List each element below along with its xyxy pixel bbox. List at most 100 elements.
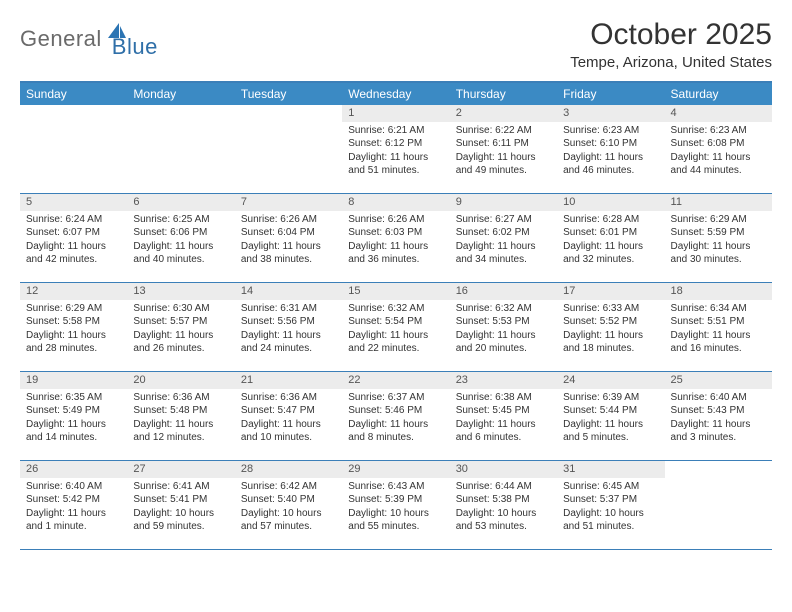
- weeks-container: 1Sunrise: 6:21 AMSunset: 6:12 PMDaylight…: [20, 105, 772, 550]
- day-body: Sunrise: 6:42 AMSunset: 5:40 PMDaylight:…: [235, 478, 342, 538]
- day-cell: 3Sunrise: 6:23 AMSunset: 6:10 PMDaylight…: [557, 105, 664, 193]
- daylight-text: Daylight: 11 hours and 14 minutes.: [26, 418, 121, 445]
- day-body: [127, 120, 234, 126]
- sunrise-text: Sunrise: 6:36 AM: [133, 391, 228, 405]
- sunrise-text: Sunrise: 6:38 AM: [456, 391, 551, 405]
- sunset-text: Sunset: 6:02 PM: [456, 226, 551, 240]
- day-number: 22: [342, 372, 449, 389]
- sunrise-text: Sunrise: 6:36 AM: [241, 391, 336, 405]
- sunrise-text: Sunrise: 6:22 AM: [456, 124, 551, 138]
- daylight-text: Daylight: 11 hours and 30 minutes.: [671, 240, 766, 267]
- sunset-text: Sunset: 5:49 PM: [26, 404, 121, 418]
- day-number: 8: [342, 194, 449, 211]
- sunrise-text: Sunrise: 6:26 AM: [348, 213, 443, 227]
- day-number: [665, 461, 772, 476]
- daylight-text: Daylight: 11 hours and 5 minutes.: [563, 418, 658, 445]
- daylight-text: Daylight: 11 hours and 3 minutes.: [671, 418, 766, 445]
- day-body: [235, 120, 342, 126]
- day-body: Sunrise: 6:30 AMSunset: 5:57 PMDaylight:…: [127, 300, 234, 360]
- day-cell: 11Sunrise: 6:29 AMSunset: 5:59 PMDayligh…: [665, 194, 772, 282]
- day-number: 18: [665, 283, 772, 300]
- title-block: October 2025 Tempe, Arizona, United Stat…: [570, 18, 772, 71]
- day-number: 24: [557, 372, 664, 389]
- day-cell: 9Sunrise: 6:27 AMSunset: 6:02 PMDaylight…: [450, 194, 557, 282]
- daylight-text: Daylight: 11 hours and 40 minutes.: [133, 240, 228, 267]
- weekday-header: Sunday: [20, 83, 127, 105]
- day-cell: [665, 461, 772, 549]
- week-row: 19Sunrise: 6:35 AMSunset: 5:49 PMDayligh…: [20, 372, 772, 461]
- sunset-text: Sunset: 5:51 PM: [671, 315, 766, 329]
- day-cell: 6Sunrise: 6:25 AMSunset: 6:06 PMDaylight…: [127, 194, 234, 282]
- day-cell: 12Sunrise: 6:29 AMSunset: 5:58 PMDayligh…: [20, 283, 127, 371]
- day-body: Sunrise: 6:32 AMSunset: 5:54 PMDaylight:…: [342, 300, 449, 360]
- daylight-text: Daylight: 10 hours and 57 minutes.: [241, 507, 336, 534]
- daylight-text: Daylight: 10 hours and 53 minutes.: [456, 507, 551, 534]
- sunset-text: Sunset: 6:10 PM: [563, 137, 658, 151]
- sunrise-text: Sunrise: 6:45 AM: [563, 480, 658, 494]
- sunset-text: Sunset: 5:59 PM: [671, 226, 766, 240]
- daylight-text: Daylight: 11 hours and 32 minutes.: [563, 240, 658, 267]
- day-number: 26: [20, 461, 127, 478]
- day-body: Sunrise: 6:29 AMSunset: 5:59 PMDaylight:…: [665, 211, 772, 271]
- weekday-header: Thursday: [450, 83, 557, 105]
- logo-text-general: General: [20, 26, 102, 52]
- daylight-text: Daylight: 11 hours and 42 minutes.: [26, 240, 121, 267]
- day-cell: 23Sunrise: 6:38 AMSunset: 5:45 PMDayligh…: [450, 372, 557, 460]
- day-body: Sunrise: 6:36 AMSunset: 5:48 PMDaylight:…: [127, 389, 234, 449]
- day-number: 4: [665, 105, 772, 122]
- day-body: Sunrise: 6:37 AMSunset: 5:46 PMDaylight:…: [342, 389, 449, 449]
- daylight-text: Daylight: 11 hours and 36 minutes.: [348, 240, 443, 267]
- day-cell: 26Sunrise: 6:40 AMSunset: 5:42 PMDayligh…: [20, 461, 127, 549]
- sunrise-text: Sunrise: 6:34 AM: [671, 302, 766, 316]
- day-body: Sunrise: 6:44 AMSunset: 5:38 PMDaylight:…: [450, 478, 557, 538]
- day-number: 29: [342, 461, 449, 478]
- day-number: [235, 105, 342, 120]
- day-cell: 30Sunrise: 6:44 AMSunset: 5:38 PMDayligh…: [450, 461, 557, 549]
- day-cell: 29Sunrise: 6:43 AMSunset: 5:39 PMDayligh…: [342, 461, 449, 549]
- day-cell: 22Sunrise: 6:37 AMSunset: 5:46 PMDayligh…: [342, 372, 449, 460]
- sunrise-text: Sunrise: 6:21 AM: [348, 124, 443, 138]
- day-cell: 7Sunrise: 6:26 AMSunset: 6:04 PMDaylight…: [235, 194, 342, 282]
- sunset-text: Sunset: 5:43 PM: [671, 404, 766, 418]
- daylight-text: Daylight: 11 hours and 6 minutes.: [456, 418, 551, 445]
- daylight-text: Daylight: 11 hours and 20 minutes.: [456, 329, 551, 356]
- sunrise-text: Sunrise: 6:33 AM: [563, 302, 658, 316]
- sunrise-text: Sunrise: 6:40 AM: [671, 391, 766, 405]
- sunset-text: Sunset: 6:07 PM: [26, 226, 121, 240]
- day-number: 20: [127, 372, 234, 389]
- day-cell: 8Sunrise: 6:26 AMSunset: 6:03 PMDaylight…: [342, 194, 449, 282]
- sunrise-text: Sunrise: 6:40 AM: [26, 480, 121, 494]
- day-number: 10: [557, 194, 664, 211]
- daylight-text: Daylight: 11 hours and 22 minutes.: [348, 329, 443, 356]
- day-body: Sunrise: 6:35 AMSunset: 5:49 PMDaylight:…: [20, 389, 127, 449]
- calendar-grid: Sunday Monday Tuesday Wednesday Thursday…: [20, 81, 772, 550]
- day-body: Sunrise: 6:25 AMSunset: 6:06 PMDaylight:…: [127, 211, 234, 271]
- sunset-text: Sunset: 5:54 PM: [348, 315, 443, 329]
- day-number: 16: [450, 283, 557, 300]
- sunset-text: Sunset: 5:48 PM: [133, 404, 228, 418]
- day-body: Sunrise: 6:39 AMSunset: 5:44 PMDaylight:…: [557, 389, 664, 449]
- day-cell: 1Sunrise: 6:21 AMSunset: 6:12 PMDaylight…: [342, 105, 449, 193]
- sunrise-text: Sunrise: 6:44 AM: [456, 480, 551, 494]
- sunrise-text: Sunrise: 6:31 AM: [241, 302, 336, 316]
- day-body: Sunrise: 6:26 AMSunset: 6:04 PMDaylight:…: [235, 211, 342, 271]
- day-cell: 5Sunrise: 6:24 AMSunset: 6:07 PMDaylight…: [20, 194, 127, 282]
- day-cell: 17Sunrise: 6:33 AMSunset: 5:52 PMDayligh…: [557, 283, 664, 371]
- day-cell: 31Sunrise: 6:45 AMSunset: 5:37 PMDayligh…: [557, 461, 664, 549]
- sunset-text: Sunset: 6:01 PM: [563, 226, 658, 240]
- day-number: 11: [665, 194, 772, 211]
- day-number: 6: [127, 194, 234, 211]
- day-body: Sunrise: 6:27 AMSunset: 6:02 PMDaylight:…: [450, 211, 557, 271]
- sunset-text: Sunset: 5:40 PM: [241, 493, 336, 507]
- day-number: [20, 105, 127, 120]
- day-number: 2: [450, 105, 557, 122]
- day-body: Sunrise: 6:36 AMSunset: 5:47 PMDaylight:…: [235, 389, 342, 449]
- day-number: [127, 105, 234, 120]
- daylight-text: Daylight: 10 hours and 51 minutes.: [563, 507, 658, 534]
- day-number: 27: [127, 461, 234, 478]
- day-cell: [127, 105, 234, 193]
- sunset-text: Sunset: 5:37 PM: [563, 493, 658, 507]
- sunrise-text: Sunrise: 6:35 AM: [26, 391, 121, 405]
- daylight-text: Daylight: 11 hours and 18 minutes.: [563, 329, 658, 356]
- location-text: Tempe, Arizona, United States: [570, 54, 772, 71]
